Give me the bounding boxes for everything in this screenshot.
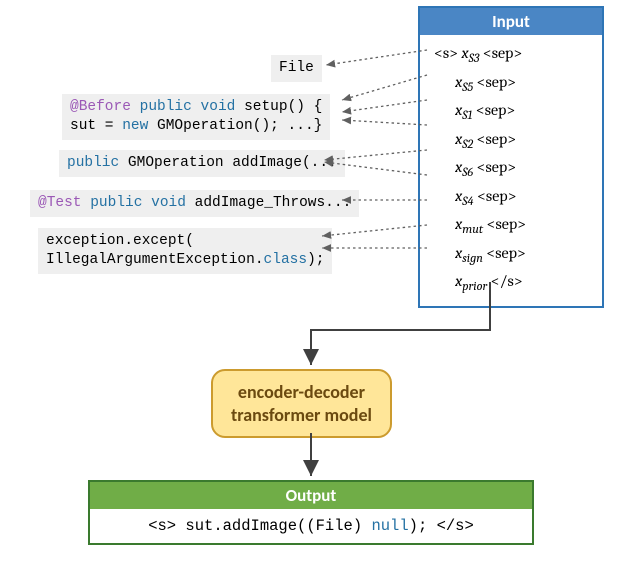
- output-header: Output: [90, 482, 532, 509]
- dashed-arrow: [326, 50, 427, 65]
- input-row: xS5 <sep>: [434, 70, 592, 99]
- dashed-arrow: [342, 75, 427, 100]
- snippet-file-text: File: [279, 60, 314, 76]
- input-row: xS6 <sep>: [434, 155, 592, 184]
- output-body: <s> sut.addImage((File) null); </s>: [90, 509, 532, 543]
- model-line2: transformer model: [231, 404, 372, 427]
- snippet-except: exception.except( IllegalArgumentExcepti…: [38, 228, 332, 274]
- input-row: xS4 <sep>: [434, 184, 592, 213]
- snippet-file: File: [271, 55, 322, 82]
- input-row: xS2 <sep>: [434, 127, 592, 156]
- snippet-setup-line2: sut = new GMOperation(); ...}: [70, 117, 322, 136]
- model-box: encoder-decoder transformer model: [211, 369, 392, 438]
- snippet-test: @Test public void addImage_Throws...: [30, 190, 359, 217]
- snippet-setup: @Before public void setup() { sut = new …: [62, 94, 330, 140]
- input-row: xprior </s>: [434, 269, 592, 298]
- input-row: xsign <sep>: [434, 241, 592, 270]
- snippet-setup-line1: @Before public void setup() {: [70, 98, 322, 117]
- dashed-arrow: [342, 120, 427, 125]
- input-row: xmut <sep>: [434, 212, 592, 241]
- input-header: Input: [420, 8, 602, 35]
- input-row: xS1 <sep>: [434, 98, 592, 127]
- snippet-except-line2: IllegalArgumentException.class);: [46, 251, 324, 270]
- input-row: <s> xS3 <sep>: [434, 41, 592, 70]
- dashed-arrow: [322, 225, 427, 236]
- input-box: Input <s> xS3 <sep> xS5 <sep> xS1 <sep> …: [418, 6, 604, 308]
- model-line1: encoder-decoder: [231, 381, 372, 404]
- input-body: <s> xS3 <sep> xS5 <sep> xS1 <sep> xS2 <s…: [420, 35, 602, 306]
- dashed-arrow: [342, 100, 427, 112]
- output-box: Output <s> sut.addImage((File) null); </…: [88, 480, 534, 545]
- snippet-addimage: public GMOperation addImage(...: [59, 150, 345, 177]
